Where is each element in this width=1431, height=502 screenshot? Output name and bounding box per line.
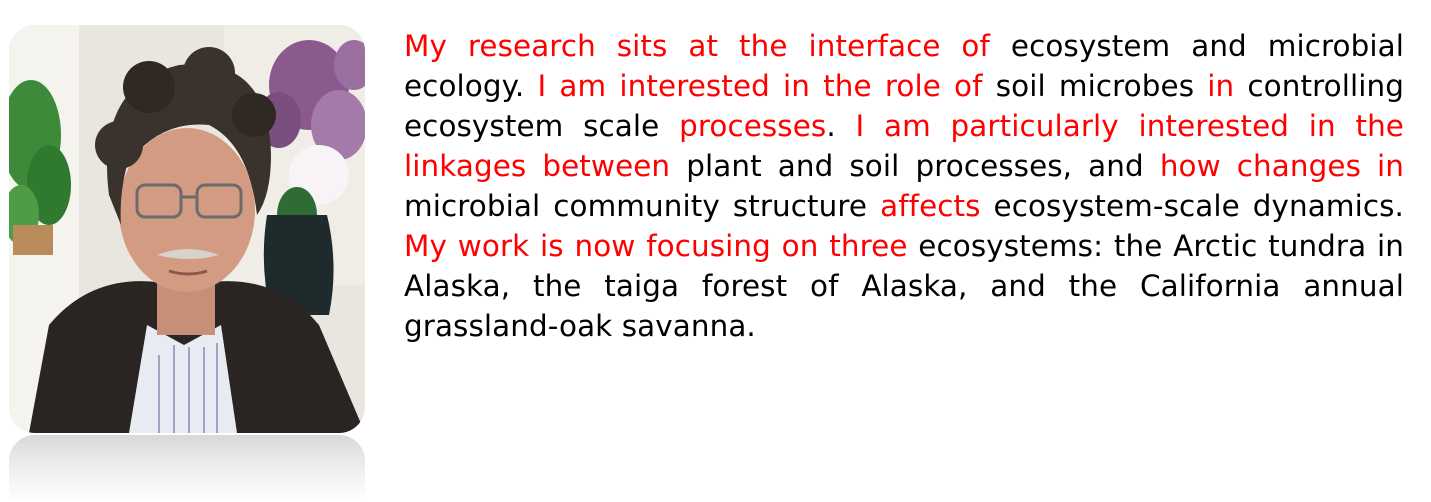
portrait-figure bbox=[9, 25, 365, 502]
bio-text-segment: plant and soil processes, and bbox=[670, 149, 1160, 183]
bio-paragraph: My research sits at the interface of eco… bbox=[404, 26, 1404, 346]
portrait-photo bbox=[9, 25, 365, 433]
portrait-reflection bbox=[9, 435, 365, 502]
bio-highlight-segment: My research sits at the interface of bbox=[404, 29, 990, 63]
portrait-illustration bbox=[9, 25, 365, 433]
bio-highlight-segment: how changes in bbox=[1159, 149, 1405, 183]
bio-text-segment: . bbox=[826, 109, 856, 143]
bio-text-segment: ecosystem and microbial ecology. bbox=[404, 29, 1404, 103]
bio-text-segment: microbial community structure bbox=[404, 189, 881, 223]
bio-text-segment: soil microbes bbox=[982, 69, 1208, 103]
bio-text-segment: ecosystem-scale dynamics. bbox=[980, 189, 1404, 223]
bio-text-segment: controlling ecosystem scale bbox=[404, 69, 1404, 143]
bio-highlight-segment: I am interested in the role of bbox=[537, 69, 983, 103]
bio-highlight-segment: in bbox=[1207, 69, 1235, 103]
bio-highlight-segment: affects bbox=[880, 189, 981, 223]
bio-text-segment: ecosystems: the Arctic tundra in Alaska,… bbox=[404, 229, 1405, 343]
bio-highlight-segment: processes bbox=[679, 109, 827, 143]
bio-highlight-segment: My work is now focusing on three bbox=[404, 229, 908, 263]
bio-highlight-segment: I am particularly interested in the link… bbox=[404, 109, 1404, 183]
